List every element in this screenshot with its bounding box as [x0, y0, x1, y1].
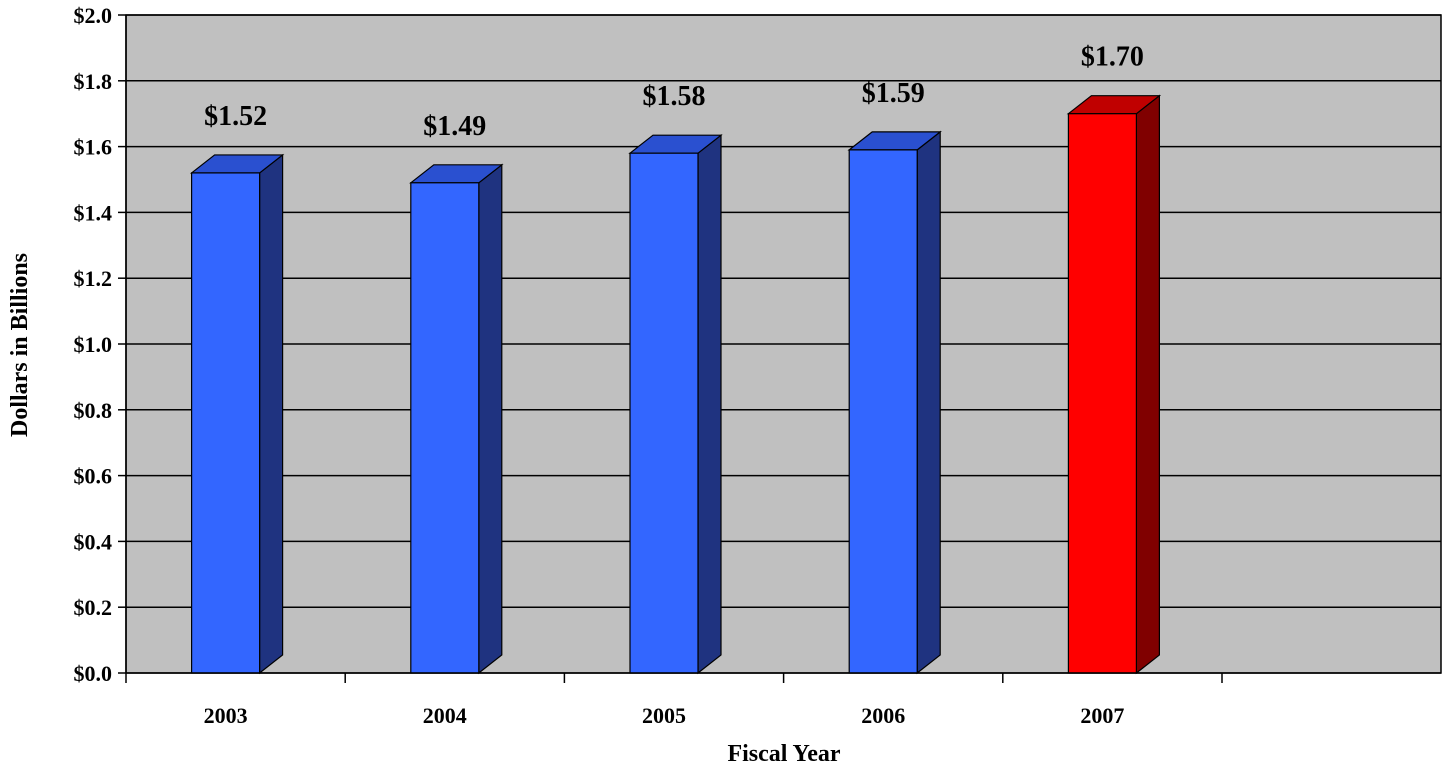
- x-axis-title: Fiscal Year: [727, 741, 840, 767]
- x-tick-label: 2006: [861, 703, 905, 728]
- bar-side: [1135, 94, 1161, 675]
- y-tick-label: $0.4: [74, 529, 113, 554]
- x-axis: 2003 2004 2005 2006 2007: [125, 672, 1441, 728]
- x-tick-label: 2007: [1080, 703, 1124, 728]
- x-tick-label: 2004: [423, 703, 467, 728]
- bar-side: [916, 130, 941, 675]
- y-tick-label: $0.0: [74, 661, 113, 686]
- bars: [189, 94, 1162, 675]
- y-tick-label: $1.6: [74, 135, 113, 160]
- bar-side: [259, 153, 284, 675]
- y-tick-label: $1.4: [74, 200, 113, 225]
- bar-side: [478, 163, 503, 675]
- bar-front: [848, 149, 918, 674]
- bar-2007: [1066, 94, 1162, 675]
- x-tick-label: 2005: [642, 703, 686, 728]
- gridlines: [126, 14, 1441, 608]
- data-label-2003: $1.52: [204, 101, 267, 132]
- bar-front: [410, 182, 480, 674]
- y-tick-label: $0.6: [74, 464, 113, 489]
- bar-2006: [847, 130, 942, 675]
- y-tick-label: $1.2: [74, 266, 113, 291]
- bar-front: [629, 152, 699, 674]
- y-tick-label: $1.8: [74, 69, 113, 94]
- bar-front: [1067, 113, 1138, 674]
- data-label-2006: $1.59: [862, 78, 925, 109]
- data-label-2005: $1.58: [643, 81, 706, 112]
- bar-2003: [189, 153, 285, 675]
- bar-2005: [628, 133, 723, 675]
- y-tick-label: $0.8: [74, 398, 113, 423]
- bar-2004: [409, 163, 504, 675]
- y-tick-label: $0.2: [74, 595, 113, 620]
- data-label-2007: $1.70: [1081, 42, 1144, 73]
- bar-side: [697, 133, 722, 675]
- bar-front: [191, 172, 261, 674]
- data-label-2004: $1.49: [423, 111, 486, 142]
- y-tick-label: $2.0: [74, 3, 113, 28]
- x-tick-label: 2003: [204, 703, 248, 728]
- y-tick-label: $1.0: [74, 332, 113, 357]
- y-axis-title: Dollars in Billions: [7, 253, 33, 437]
- y-axis: $0.0 $0.2 $0.4 $0.6 $0.8 $1.0 $1.2 $1.4 $1.6 $1.8…: [74, 3, 127, 686]
- data-labels: $1.52 $1.49 $1.58 $1.59 $1.70: [204, 42, 1144, 142]
